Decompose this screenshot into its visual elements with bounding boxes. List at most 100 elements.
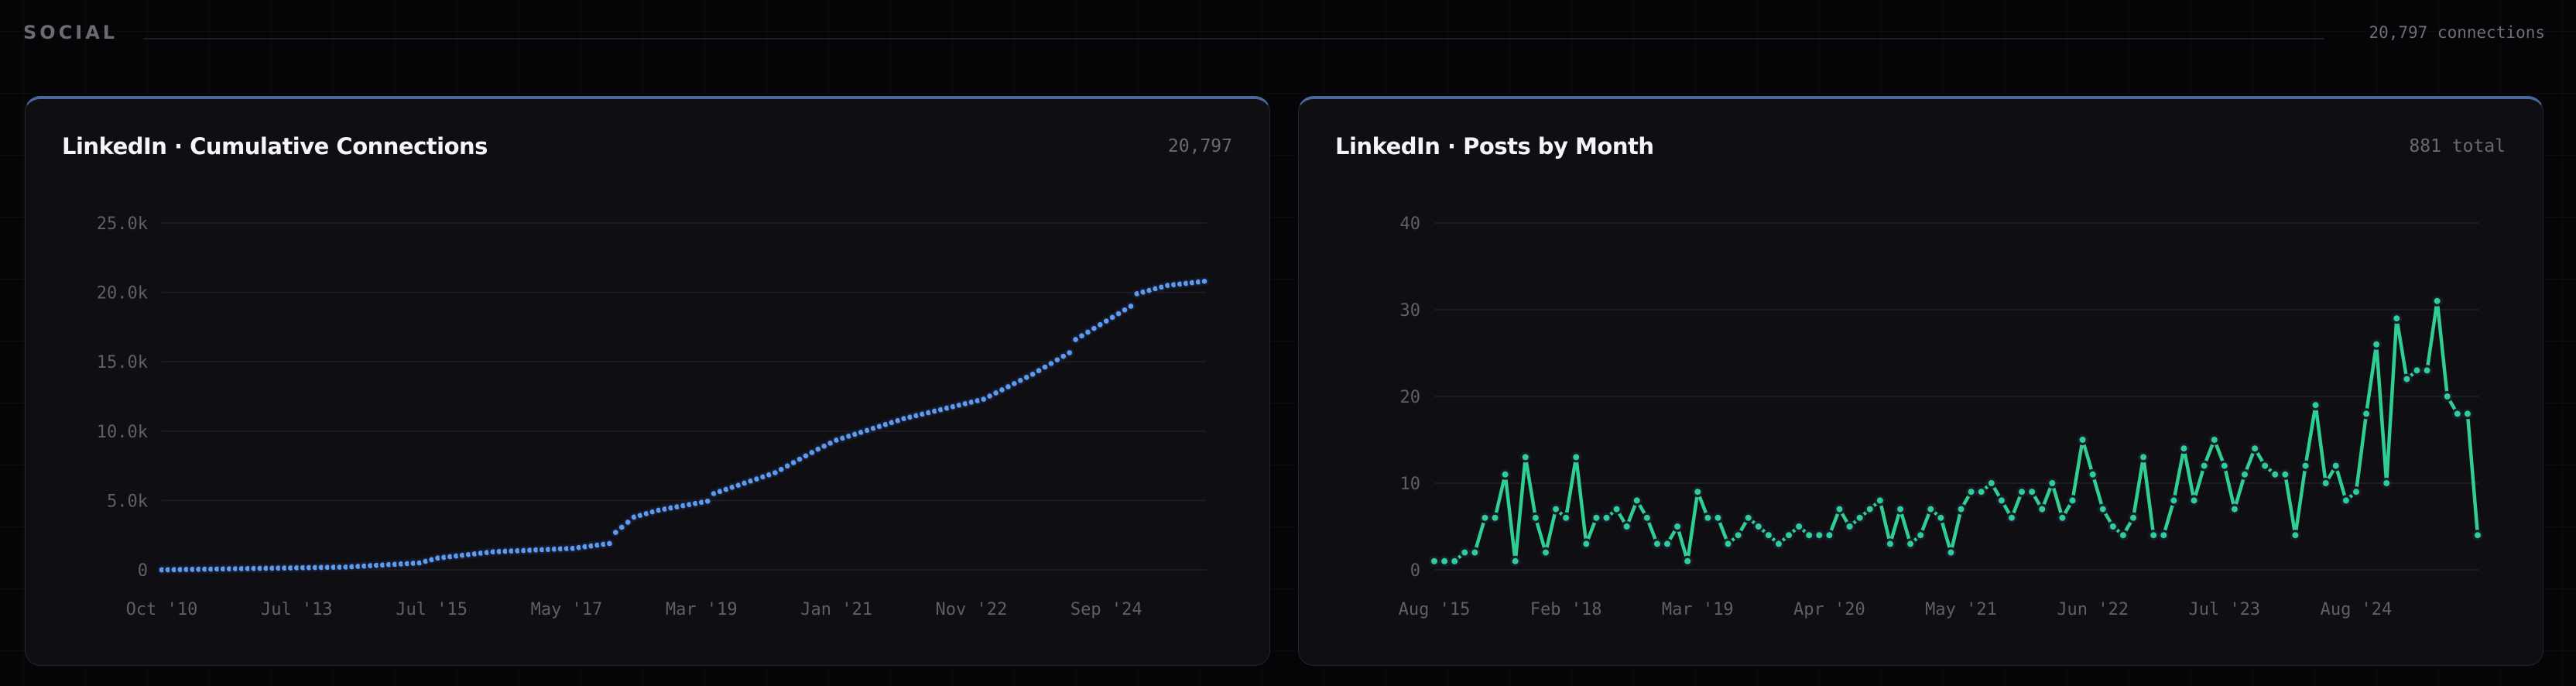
data-point bbox=[2461, 408, 2473, 420]
data-point bbox=[2218, 460, 2230, 472]
data-point bbox=[2128, 512, 2139, 523]
x-tick-label: Mar '19 bbox=[1662, 600, 1734, 619]
data-point bbox=[1945, 547, 1957, 558]
data-point bbox=[2381, 478, 2393, 489]
data-point bbox=[1530, 512, 1541, 523]
data-point bbox=[2340, 495, 2352, 506]
data-point bbox=[1834, 503, 1845, 515]
data-point bbox=[2310, 400, 2321, 411]
data-point bbox=[1540, 547, 1551, 558]
data-point bbox=[2067, 495, 2078, 506]
connections-chart: 0 5.0k 10.0k 15.0k 20.0k 25.0k Oct '10 Jul '13 J… bbox=[97, 214, 1209, 619]
section-summary: 20,797 connections bbox=[2369, 23, 2545, 42]
data-point bbox=[2006, 512, 2017, 523]
data-point bbox=[1814, 530, 1825, 541]
data-point bbox=[2026, 486, 2038, 498]
data-point bbox=[1571, 451, 1582, 463]
data-point bbox=[1651, 538, 1663, 550]
data-point bbox=[2077, 434, 2088, 445]
data-point bbox=[2421, 365, 2433, 376]
data-point bbox=[1965, 486, 1977, 498]
data-point bbox=[1126, 301, 1136, 311]
y-tick-label: 15.0k bbox=[97, 353, 148, 372]
data-point bbox=[1905, 538, 1917, 550]
data-point bbox=[1895, 503, 1906, 515]
data-point bbox=[2391, 313, 2403, 324]
y-tick-label: 40 bbox=[1400, 214, 1421, 234]
data-point bbox=[1722, 538, 1734, 550]
data-point bbox=[2057, 512, 2068, 523]
data-point bbox=[2107, 521, 2119, 532]
data-point bbox=[1439, 555, 1451, 567]
data-point bbox=[2249, 443, 2261, 454]
data-point bbox=[1864, 503, 1875, 515]
x-tick-label: Aug '24 bbox=[2321, 600, 2393, 619]
data-point bbox=[2259, 460, 2271, 472]
data-point bbox=[1844, 521, 1855, 532]
data-point bbox=[2016, 486, 2028, 498]
y-tick-label: 30 bbox=[1400, 301, 1421, 321]
data-point bbox=[623, 517, 633, 527]
data-point bbox=[1824, 530, 1835, 541]
data-point bbox=[2290, 530, 2301, 541]
data-point bbox=[2117, 530, 2129, 541]
data-point bbox=[1611, 503, 1622, 515]
data-point bbox=[1459, 547, 1471, 558]
data-point bbox=[1995, 495, 2007, 506]
data-point bbox=[2148, 530, 2160, 541]
x-tick-label: Sep '24 bbox=[1070, 600, 1142, 619]
data-point bbox=[1200, 276, 1209, 286]
data-point bbox=[1479, 512, 1491, 523]
data-point bbox=[1469, 547, 1481, 558]
y-tick-label: 25.0k bbox=[97, 214, 148, 234]
data-point bbox=[1560, 512, 1572, 523]
data-point bbox=[1682, 555, 1694, 567]
data-point bbox=[2300, 460, 2311, 472]
data-point bbox=[1985, 478, 1997, 489]
x-tick-label: Oct '10 bbox=[126, 600, 198, 619]
section-divider bbox=[143, 38, 2324, 39]
data-point bbox=[2178, 443, 2190, 454]
data-point bbox=[2158, 530, 2170, 541]
x-tick-label: May '21 bbox=[1925, 600, 1997, 619]
data-point bbox=[2239, 468, 2250, 480]
data-point bbox=[2228, 503, 2240, 515]
posts-chart: 0 10 20 30 40 Aug '15 Feb '18 Mar '19 Apr '20 May… bbox=[1399, 214, 2483, 619]
data-point bbox=[617, 523, 627, 532]
data-point bbox=[1550, 503, 1562, 515]
data-point bbox=[2411, 365, 2423, 376]
data-point bbox=[1732, 530, 1744, 541]
data-point bbox=[2047, 478, 2058, 489]
data-point bbox=[1793, 521, 1805, 532]
data-point bbox=[1854, 512, 1865, 523]
data-point bbox=[2087, 468, 2098, 480]
data-point bbox=[1742, 512, 1754, 523]
data-point bbox=[1884, 538, 1896, 550]
data-point bbox=[1762, 530, 1774, 541]
x-tick-label: Nov '22 bbox=[936, 600, 1008, 619]
data-point bbox=[1641, 512, 1653, 523]
x-tick-label: Jul '13 bbox=[261, 600, 333, 619]
data-point bbox=[2350, 486, 2362, 498]
data-point bbox=[2330, 460, 2341, 472]
card-title: LinkedIn · Posts by Month bbox=[1335, 133, 1654, 159]
data-point bbox=[1581, 538, 1592, 550]
data-point bbox=[2320, 478, 2331, 489]
data-point bbox=[1509, 555, 1521, 567]
connections-card: LinkedIn · Cumulative Connections 20,797… bbox=[25, 96, 1270, 666]
data-point bbox=[2431, 295, 2443, 307]
data-point bbox=[1804, 530, 1815, 541]
x-tick-label: Apr '20 bbox=[1793, 600, 1865, 619]
card-value: 20,797 bbox=[1167, 136, 1232, 156]
data-point bbox=[1591, 512, 1602, 523]
data-point bbox=[2361, 408, 2372, 420]
card-title: LinkedIn · Cumulative Connections bbox=[62, 133, 488, 159]
data-point bbox=[605, 539, 615, 548]
y-tick-label: 20.0k bbox=[97, 284, 148, 304]
x-tick-label: Feb '18 bbox=[1530, 600, 1602, 619]
series-line bbox=[1434, 299, 2480, 564]
data-point bbox=[1519, 451, 1531, 463]
data-point bbox=[1499, 468, 1511, 480]
data-point bbox=[1489, 512, 1501, 523]
data-point bbox=[1621, 521, 1632, 532]
